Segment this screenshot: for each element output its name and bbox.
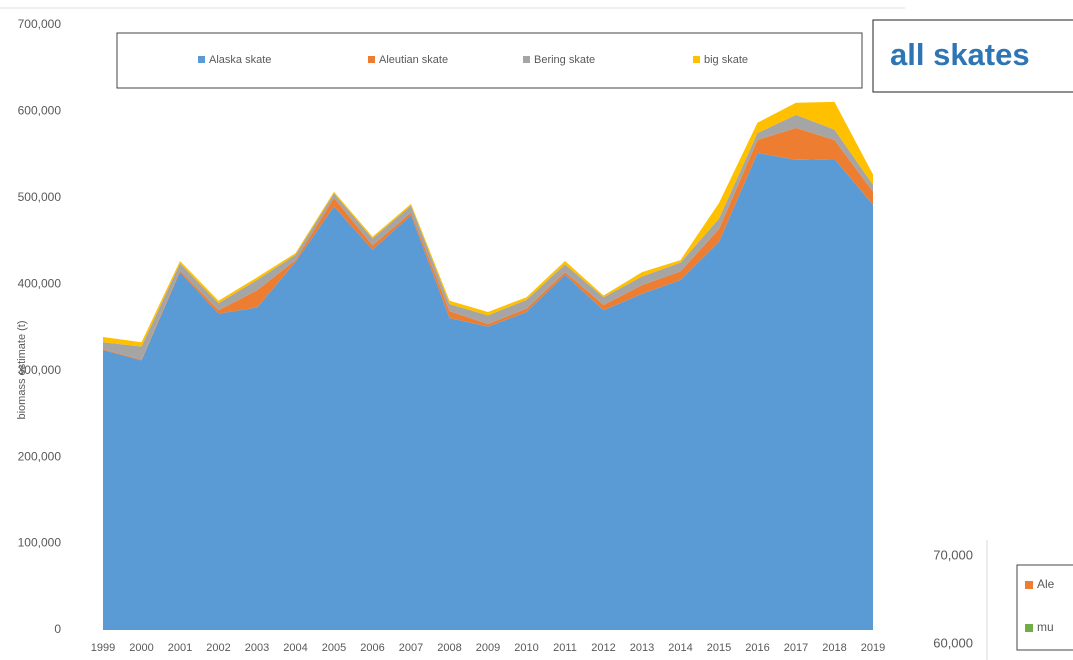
y-tick-label: 200,000 [18,449,62,463]
y-tick-label: 60,000 [933,636,973,651]
legend-swatch [693,56,700,63]
x-tick-label: 2013 [630,642,654,654]
x-tick-label: 2017 [784,642,808,654]
legend-swatch [1025,624,1033,632]
y-tick-label: 70,000 [933,547,973,562]
legend-swatch [198,56,205,63]
x-tick-label: 2008 [437,642,461,654]
y-tick-label: 100,000 [18,536,62,550]
x-tick-label: 2019 [861,642,885,654]
legend-label: big skate [704,54,748,66]
chart-title: all skates [890,37,1030,72]
x-tick-label: 2000 [129,642,153,654]
legend-swatch [368,56,375,63]
x-tick-label: 2004 [283,642,307,654]
y-tick-label: 700,000 [18,17,62,31]
x-tick-label: 2015 [707,642,731,654]
y-tick-label: 400,000 [18,276,62,290]
legend-swatch [1025,581,1033,589]
x-tick-label: 2010 [514,642,538,654]
y-tick-label: 600,000 [18,104,62,118]
x-tick-label: 2007 [399,642,423,654]
legend-swatch [523,56,530,63]
y-axis-label: biomass estimate (t) [16,320,28,419]
x-tick-label: 2018 [822,642,846,654]
x-tick-label: 2006 [360,642,384,654]
x-tick-label: 2005 [322,642,346,654]
legend-label: Ale [1037,577,1055,591]
y-tick-label: 300,000 [18,363,62,377]
legend-box [1016,564,1073,651]
x-tick-label: 2016 [745,642,769,654]
legend-box [116,32,863,89]
x-tick-label: 2003 [245,642,269,654]
y-tick-label: 500,000 [18,190,62,204]
legend-label: mu [1037,620,1054,634]
x-tick-label: 2001 [168,642,192,654]
x-tick-label: 2002 [206,642,230,654]
x-tick-label: 2012 [591,642,615,654]
area [103,152,873,630]
x-tick-label: 2011 [553,642,577,654]
legend-label: Bering skate [534,54,595,66]
y-tick-label: 0 [54,622,61,636]
title-box [872,19,1073,93]
x-tick-label: 2009 [476,642,500,654]
x-tick-label: 2014 [668,642,692,654]
legend-label: Alaska skate [209,54,271,66]
x-tick-label: 1999 [91,642,115,654]
area [103,127,873,361]
legend-label: Aleutian skate [379,54,448,66]
